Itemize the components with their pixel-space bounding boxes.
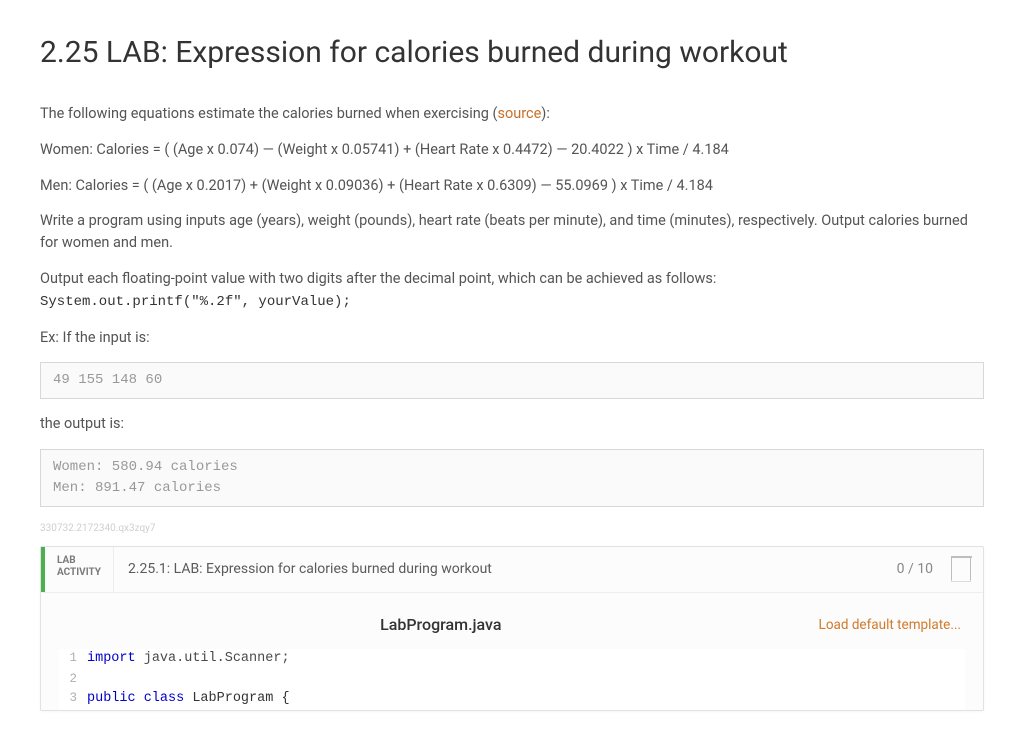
source-link[interactable]: source	[497, 105, 541, 122]
equation-men: Men: Calories = ( (Age x 0.2017) + (Weig…	[40, 175, 984, 197]
bookmark-icon[interactable]	[951, 558, 971, 582]
format-text: Output each floating-point value with tw…	[40, 270, 716, 287]
activity-header: LAB ACTIVITY 2.25.1: LAB: Expression for…	[41, 547, 983, 593]
intro-prefix: The following equations estimate the cal…	[40, 105, 497, 122]
input-sample-box: 49 155 148 60	[40, 362, 984, 399]
editor-area: LabProgram.java Load default template...…	[41, 593, 983, 710]
activity-score: 0 / 10	[883, 547, 947, 592]
line-number: 3	[59, 689, 87, 710]
editor-toolbar: LabProgram.java Load default template...	[59, 603, 965, 649]
lab-activity-card: LAB ACTIVITY 2.25.1: LAB: Expression for…	[40, 546, 984, 711]
output-sample-box: Women: 580.94 calories Men: 891.47 calor…	[40, 449, 984, 507]
code-line: 2	[59, 670, 965, 689]
code-content: import java.util.Scanner;	[87, 649, 290, 670]
example-label: Ex: If the input is:	[40, 327, 984, 349]
format-code: System.out.printf("%.2f", yourValue);	[40, 294, 351, 310]
line-number: 1	[59, 649, 87, 670]
activity-label-line2: ACTIVITY	[57, 567, 101, 578]
output-label: the output is:	[40, 413, 984, 435]
problem-description: The following equations estimate the cal…	[40, 103, 984, 507]
code-editor[interactable]: 1import java.util.Scanner;23public class…	[59, 649, 965, 710]
page-title: 2.25 LAB: Expression for calories burned…	[40, 30, 984, 75]
line-number: 2	[59, 670, 87, 689]
code-content: public class LabProgram {	[87, 689, 290, 710]
equation-women: Women: Calories = ( (Age x 0.074) — (Wei…	[40, 139, 984, 161]
watermark-id: 330732.2172340.qx3zqy7	[40, 521, 984, 536]
intro-line: The following equations estimate the cal…	[40, 103, 984, 125]
activity-label-line1: LAB	[57, 555, 76, 566]
activity-type-label: LAB ACTIVITY	[45, 547, 114, 592]
format-instruction: Output each floating-point value with tw…	[40, 268, 984, 313]
activity-title: 2.25.1: LAB: Expression for calories bur…	[114, 547, 883, 592]
editor-filename: LabProgram.java	[63, 613, 819, 637]
intro-suffix: ):	[541, 105, 550, 122]
code-line: 1import java.util.Scanner;	[59, 649, 965, 670]
code-line: 3public class LabProgram {	[59, 689, 965, 710]
instructions: Write a program using inputs age (years)…	[40, 210, 984, 254]
load-default-template-link[interactable]: Load default template...	[819, 615, 961, 635]
